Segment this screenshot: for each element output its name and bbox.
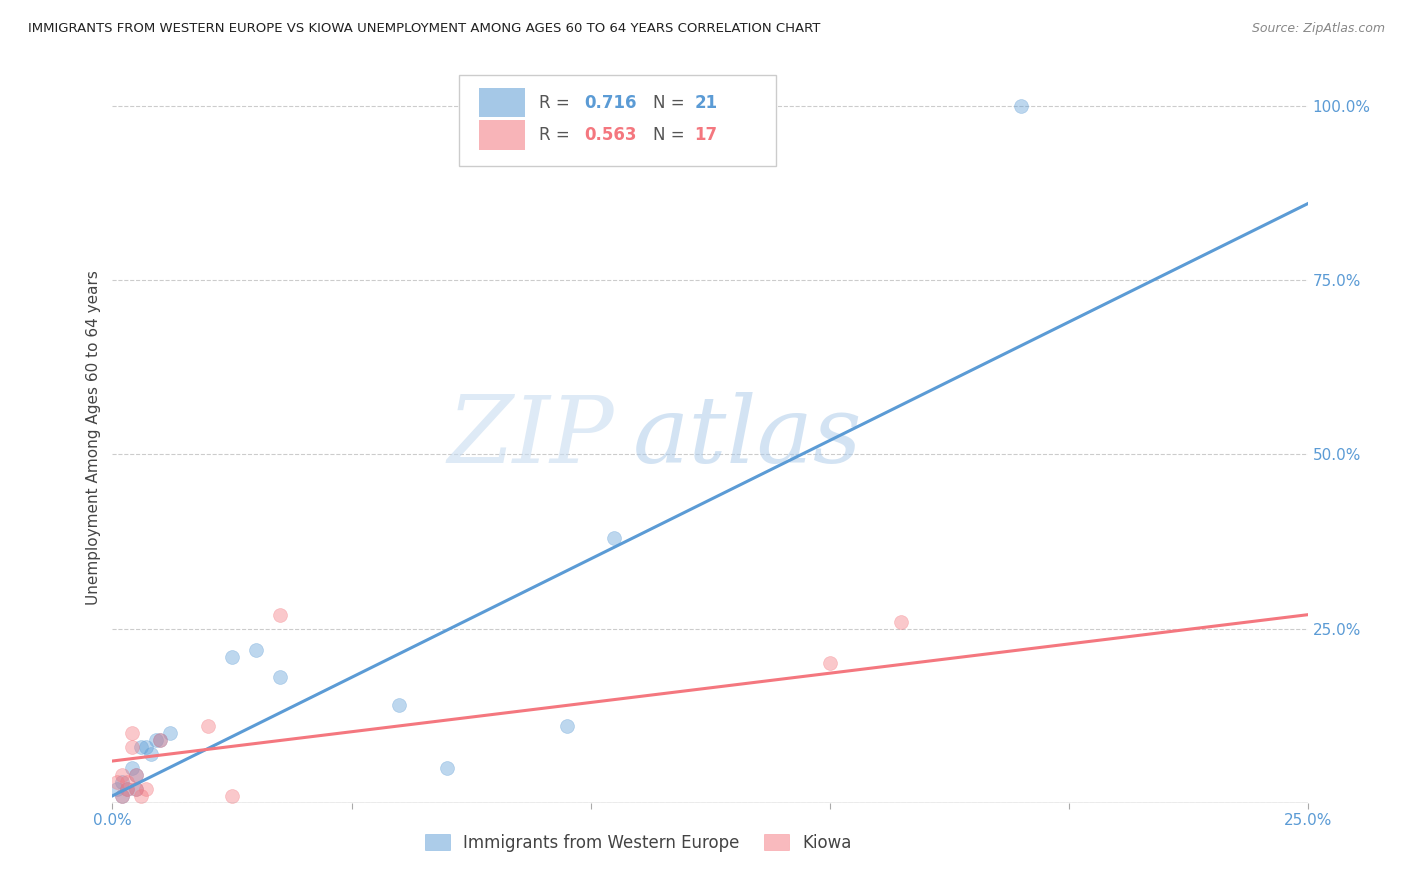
Point — [436, 761, 458, 775]
Point — [149, 733, 172, 747]
Point — [125, 768, 148, 782]
Point — [129, 789, 152, 803]
Point — [603, 531, 626, 545]
Y-axis label: Unemployment Among Ages 60 to 64 years: Unemployment Among Ages 60 to 64 years — [86, 269, 101, 605]
Point — [105, 775, 128, 789]
Point — [105, 781, 128, 796]
Point — [149, 733, 172, 747]
Text: atlas: atlas — [633, 392, 862, 482]
Text: 21: 21 — [695, 94, 717, 112]
Text: R =: R = — [538, 94, 575, 112]
Point — [221, 789, 243, 803]
Point — [129, 740, 152, 755]
Point — [121, 740, 143, 755]
FancyBboxPatch shape — [458, 75, 776, 167]
Point — [1010, 99, 1032, 113]
Point — [145, 733, 167, 747]
Text: R =: R = — [538, 126, 575, 144]
Point — [121, 726, 143, 740]
Point — [111, 768, 134, 782]
Point — [115, 781, 138, 796]
Point — [121, 761, 143, 775]
Point — [111, 775, 134, 789]
Point — [269, 607, 291, 622]
Point — [245, 642, 267, 657]
Text: Source: ZipAtlas.com: Source: ZipAtlas.com — [1251, 22, 1385, 36]
Point — [135, 781, 157, 796]
Point — [159, 726, 181, 740]
Point — [125, 781, 148, 796]
Point — [221, 649, 243, 664]
Point — [269, 670, 291, 684]
Point — [115, 781, 138, 796]
Text: 0.563: 0.563 — [585, 126, 637, 144]
FancyBboxPatch shape — [479, 120, 524, 150]
Point — [125, 781, 148, 796]
Point — [111, 789, 134, 803]
Point — [388, 698, 411, 713]
Legend: Immigrants from Western Europe, Kiowa: Immigrants from Western Europe, Kiowa — [416, 826, 860, 860]
Point — [111, 789, 134, 803]
Text: N =: N = — [652, 94, 689, 112]
FancyBboxPatch shape — [479, 88, 524, 118]
Point — [135, 740, 157, 755]
Text: ZIP: ZIP — [447, 392, 614, 482]
Point — [125, 768, 148, 782]
Point — [115, 775, 138, 789]
Point — [197, 719, 219, 733]
Text: 0.716: 0.716 — [585, 94, 637, 112]
Point — [555, 719, 578, 733]
Text: N =: N = — [652, 126, 689, 144]
Point — [818, 657, 841, 671]
Text: 17: 17 — [695, 126, 717, 144]
Point — [890, 615, 912, 629]
Point — [139, 747, 162, 761]
Text: IMMIGRANTS FROM WESTERN EUROPE VS KIOWA UNEMPLOYMENT AMONG AGES 60 TO 64 YEARS C: IMMIGRANTS FROM WESTERN EUROPE VS KIOWA … — [28, 22, 821, 36]
